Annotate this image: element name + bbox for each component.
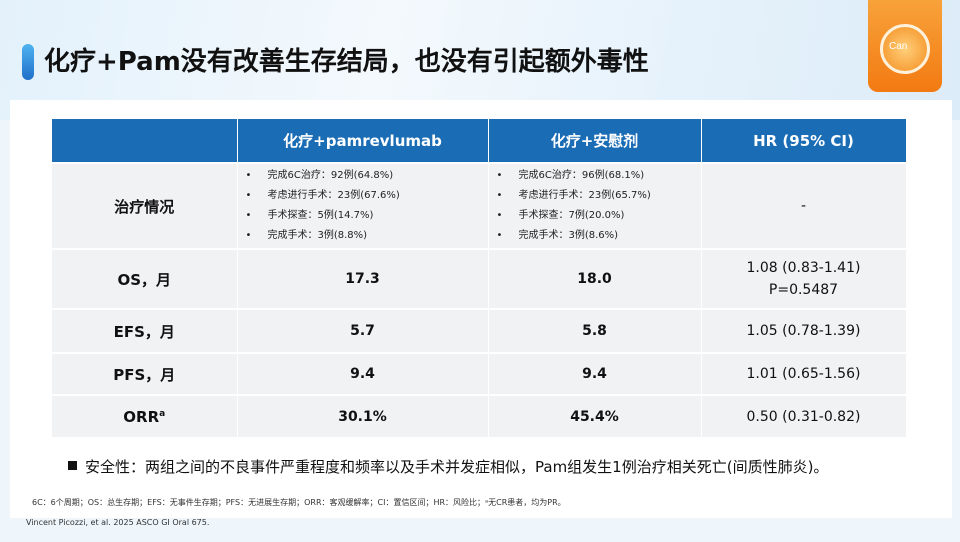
list-item: • 完成手术：3例(8.8%) <box>246 226 488 246</box>
row-label-pfs: PFS，月 <box>52 352 238 395</box>
bullet-icon: • <box>496 210 503 221</box>
os-placebo-value: 18.0 <box>488 248 702 309</box>
title-accent-bar <box>22 44 34 80</box>
row-label-efs: EFS，月 <box>52 308 238 353</box>
treatment-placebo-list: • 完成6C治疗：96例(68.1%) • 考虑进行手术：23例(65.7%) • 手… <box>489 166 701 246</box>
list-item: • 完成手术：3例(8.6%) <box>497 226 701 246</box>
treatment-placebo-cell: • 完成6C治疗：96例(68.1%) • 考虑进行手术：23例(65.7%) • 手… <box>488 162 702 249</box>
header-placebo: 化疗+安慰剂 <box>488 119 702 163</box>
os-hr-cell: 1.08 (0.83-1.41) P=0.5487 <box>701 248 907 309</box>
header-hr: HR (95% CI) <box>701 119 907 163</box>
efs-pam-value: 5.7 <box>237 308 489 353</box>
table-row-treatment: 治疗情况 • 完成6C治疗：92例(64.8%) • 考虑进行手术：23例(67.6… <box>52 162 907 249</box>
table-header-row: 化疗+pamrevlumab 化疗+安慰剂 HR (95% CI) <box>52 119 907 163</box>
orr-placebo-value: 45.4% <box>488 394 702 437</box>
row-label-orr: ORRa <box>52 394 238 437</box>
safety-note: 安全性：两组之间的不良事件严重程度和频率以及手术并发症相似，Pam组发生1例治疗… <box>68 456 828 477</box>
pfs-pam-value: 9.4 <box>237 352 489 395</box>
os-pam-value: 17.3 <box>237 248 489 309</box>
list-item: • 考虑进行手术：23例(67.6%) <box>246 186 488 206</box>
list-item: • 完成6C治疗：92例(64.8%) <box>246 166 488 186</box>
header-pam: 化疗+pamrevlumab <box>237 119 489 163</box>
bullet-icon: • <box>245 210 252 221</box>
pancreas-logo-badge: Can <box>868 0 942 92</box>
reference-citation: Vincent Picozzi, et al. 2025 ASCO GI Ora… <box>26 518 210 527</box>
bullet-icon: • <box>245 230 252 241</box>
list-item: • 手术探查：7例(20.0%) <box>497 206 701 226</box>
os-p-value: P=0.5487 <box>768 282 839 298</box>
orr-hr-value: 0.50 (0.31-0.82) <box>701 394 907 437</box>
bullet-icon: • <box>496 170 503 181</box>
row-label-treatment: 治疗情况 <box>52 162 238 249</box>
treatment-hr: - <box>701 162 907 249</box>
pfs-placebo-value: 9.4 <box>488 352 702 395</box>
bullet-icon: • <box>496 230 503 241</box>
safety-text: 安全性：两组之间的不良事件严重程度和频率以及手术并发症相似，Pam组发生1例治疗… <box>85 458 829 476</box>
bullet-icon: • <box>245 170 252 181</box>
pfs-hr-value: 1.01 (0.65-1.56) <box>701 352 907 395</box>
list-item: • 考虑进行手术：23例(65.7%) <box>497 186 701 206</box>
os-hr-value: 1.08 (0.83-1.41) <box>746 260 861 276</box>
abbreviation-footnote: 6C：6个周期；OS：总生存期；EFS：无事件生存期；PFS：无进展生存期；OR… <box>32 498 566 507</box>
treatment-pam-cell: • 完成6C治疗：92例(64.8%) • 考虑进行手术：23例(67.6%) • 手… <box>237 162 489 249</box>
treatment-pam-list: • 完成6C治疗：92例(64.8%) • 考虑进行手术：23例(67.6%) • 手… <box>238 166 488 246</box>
list-item: • 手术探查：5例(14.7%) <box>246 206 488 226</box>
square-bullet-icon <box>68 461 77 470</box>
row-label-os: OS，月 <box>52 248 238 309</box>
results-table: 化疗+pamrevlumab 化疗+安慰剂 HR (95% CI) 治疗情况 •… <box>52 119 907 437</box>
page-title: 化疗+Pam没有改善生存结局，也没有引起额外毒性 <box>44 47 649 77</box>
pancreas-icon: Can <box>880 24 930 74</box>
efs-hr-value: 1.05 (0.78-1.39) <box>701 308 907 353</box>
bullet-icon: • <box>496 190 503 201</box>
orr-pam-value: 30.1% <box>237 394 489 437</box>
table-row-orr: ORRa 30.1% 45.4% 0.50 (0.31-0.82) <box>52 394 907 437</box>
table-row-efs: EFS，月 5.7 5.8 1.05 (0.78-1.39) <box>52 308 907 353</box>
table-row-os: OS，月 17.3 18.0 1.08 (0.83-1.41) P=0.5487 <box>52 248 907 309</box>
bullet-icon: • <box>245 190 252 201</box>
orr-footnote-mark: a <box>159 408 166 419</box>
list-item: • 完成6C治疗：96例(68.1%) <box>497 166 701 186</box>
efs-placebo-value: 5.8 <box>488 308 702 353</box>
header-empty <box>52 119 238 163</box>
badge-text: Can <box>889 41 908 52</box>
table-row-pfs: PFS，月 9.4 9.4 1.01 (0.65-1.56) <box>52 352 907 395</box>
